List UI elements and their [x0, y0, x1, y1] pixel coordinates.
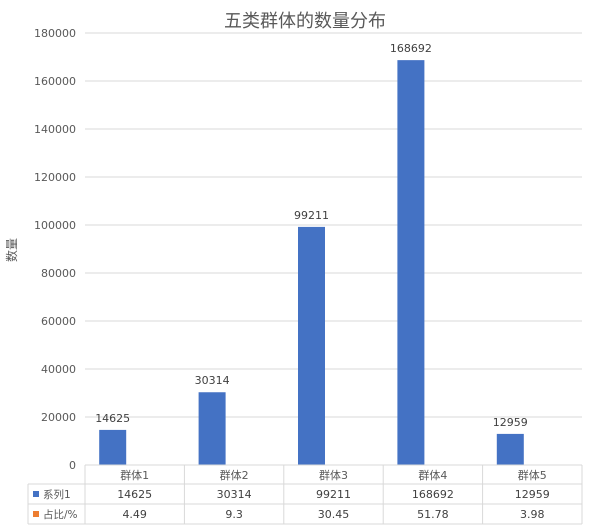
- table-cell: 12959: [515, 488, 550, 501]
- chart-title: 五类群体的数量分布: [224, 11, 386, 32]
- y-tick-label: 100000: [34, 219, 76, 232]
- category-label: 群体1: [120, 468, 149, 482]
- legend-key: [33, 511, 39, 517]
- category-label: 群体4: [418, 468, 447, 482]
- category-label: 群体2: [220, 468, 249, 482]
- y-axis-label: 数量: [4, 238, 19, 262]
- legend-label: 系列1: [43, 488, 71, 501]
- bar: [298, 227, 325, 465]
- bar-value-label: 14625: [95, 412, 130, 425]
- y-tick-label: 20000: [41, 411, 76, 424]
- table-cell: 51.78: [417, 508, 449, 521]
- data-table: 群体1 群体2 群体3 群体4 群体5 系列1 14625 30314 99211 168692 1…: [28, 465, 582, 524]
- y-tick-label: 60000: [41, 315, 76, 328]
- table-cell: 9.3: [225, 508, 243, 521]
- bar-value-label: 30314: [195, 374, 230, 387]
- y-tick-label: 180000: [34, 27, 76, 40]
- gridlines: [85, 33, 582, 417]
- y-tick-label: 140000: [34, 123, 76, 136]
- bar-value-label: 168692: [390, 42, 432, 55]
- legend-key: [33, 491, 39, 497]
- y-tick-label: 0: [69, 459, 76, 472]
- y-tick-label: 160000: [34, 75, 76, 88]
- category-label: 群体5: [518, 468, 547, 482]
- table-cell: 4.49: [122, 508, 147, 521]
- bar: [497, 434, 524, 465]
- y-tick-label: 80000: [41, 267, 76, 280]
- bar: [199, 392, 226, 465]
- bar-value-label: 99211: [294, 209, 329, 222]
- table-cell: 168692: [412, 488, 454, 501]
- bars: [99, 60, 568, 465]
- y-axis-ticks: 0 20000 40000 60000 80000 100000 120000 140000 1…: [34, 27, 76, 472]
- bar: [99, 430, 126, 465]
- category-label: 群体3: [319, 468, 348, 482]
- table-cell: 14625: [117, 488, 152, 501]
- table-cell: 99211: [316, 488, 351, 501]
- y-tick-label: 120000: [34, 171, 76, 184]
- bar: [397, 60, 424, 465]
- table-cell: 30.45: [318, 508, 350, 521]
- table-cell: 3.98: [520, 508, 545, 521]
- bar-value-label: 12959: [493, 416, 528, 429]
- y-tick-label: 40000: [41, 363, 76, 376]
- table-cell: 30314: [217, 488, 252, 501]
- legend-label: 占比/%: [43, 508, 78, 521]
